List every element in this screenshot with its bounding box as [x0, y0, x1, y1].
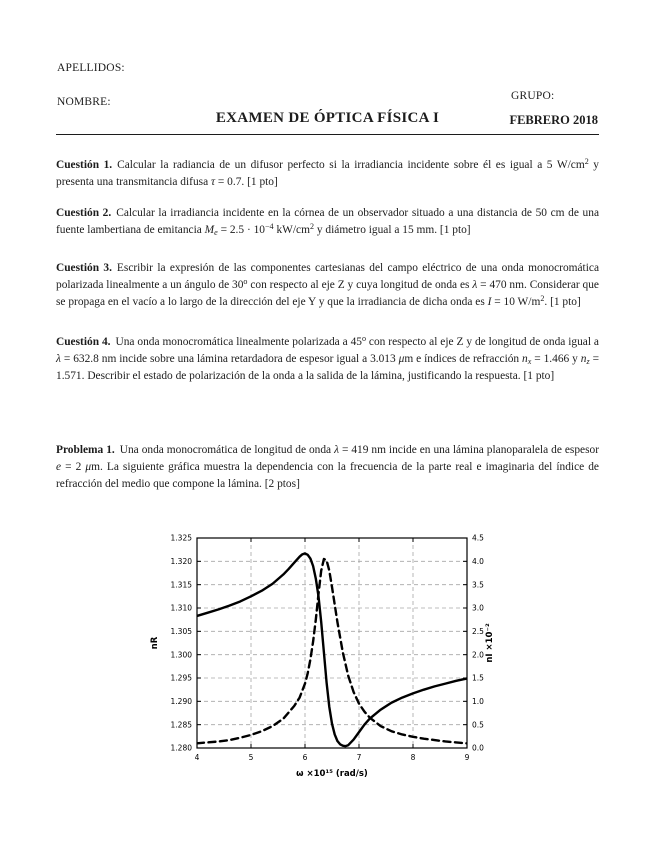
exam-title: EXAMEN DE ÓPTICA FÍSICA I	[215, 110, 440, 126]
question-3: Cuestión 3. Escribir la expresión de las …	[56, 260, 599, 311]
svg-text:1.300: 1.300	[171, 650, 193, 659]
question-4-text: Una onda monocromática linealmente polar…	[56, 334, 599, 382]
svg-text:4.0: 4.0	[472, 557, 484, 566]
tick-marks	[196, 537, 468, 749]
plot-border	[196, 537, 468, 749]
question-2-label: Cuestión 2.	[56, 207, 112, 219]
question-1: Cuestión 1. Calcular la radiancia de un d…	[56, 157, 599, 191]
tick-labels: 4 5 6 7 8 9 1.280 1.285 1.290 1.295 1.300 1.305 1.31…	[171, 534, 485, 762]
nombre-label: NOMBRE:	[57, 96, 111, 108]
svg-text:4: 4	[195, 753, 200, 762]
svg-text:1.295: 1.295	[171, 674, 193, 683]
svg-text:7: 7	[357, 753, 362, 762]
refractive-index-chart: 4 5 6 7 8 9 1.280 1.285 1.290 1.295 1.300 1.305 1.31…	[150, 534, 495, 779]
question-1-label: Cuestión 1.	[56, 159, 113, 171]
question-2-text: Calcular la irradiancia incidente en la …	[56, 207, 599, 238]
y-axis-label-right: nI ×10⁻²	[485, 623, 495, 663]
apellidos-label: APELLIDOS:	[57, 62, 125, 74]
svg-text:9: 9	[465, 753, 470, 762]
problem-1-label: Problema 1.	[56, 444, 115, 456]
nR-curve	[197, 552, 467, 748]
svg-text:3.5: 3.5	[472, 580, 484, 589]
svg-text:1.305: 1.305	[171, 627, 193, 636]
svg-text:2.0: 2.0	[472, 650, 484, 659]
svg-text:0.5: 0.5	[472, 720, 484, 729]
svg-text:1.320: 1.320	[171, 557, 193, 566]
chart-grid	[197, 538, 467, 748]
exam-date: FEBRERO 2018	[509, 113, 598, 127]
svg-text:1.5: 1.5	[472, 674, 484, 683]
svg-text:1.310: 1.310	[171, 604, 193, 613]
svg-text:1.290: 1.290	[171, 697, 193, 706]
question-4: Cuestión 4. Una onda monocromática lineal…	[56, 334, 599, 385]
nI-curve	[197, 557, 467, 745]
svg-text:1.280: 1.280	[171, 744, 193, 753]
svg-text:1.315: 1.315	[171, 580, 193, 589]
svg-text:1.285: 1.285	[171, 720, 193, 729]
question-2: Cuestión 2. Calcular la irradiancia incid…	[56, 205, 599, 239]
x-axis-label: ω ×10¹⁵ (rad/s)	[296, 769, 368, 779]
question-4-label: Cuestión 4.	[56, 336, 111, 348]
grupo-label: GRUPO:	[511, 90, 555, 102]
question-3-text: Escribir la expresión de las componentes…	[56, 262, 599, 308]
svg-text:1.325: 1.325	[171, 534, 193, 543]
svg-text:8: 8	[411, 753, 416, 762]
problem-1: Problema 1. Una onda monocromática de lon…	[56, 442, 599, 493]
svg-text:0.0: 0.0	[472, 744, 484, 753]
svg-text:4.5: 4.5	[472, 534, 484, 543]
y-axis-label-left: nR	[150, 636, 160, 649]
svg-text:6: 6	[303, 753, 308, 762]
question-3-label: Cuestión 3.	[56, 262, 112, 274]
header-rule	[56, 134, 599, 135]
problem-1-text: Una onda monocromática de longitud de on…	[56, 444, 599, 490]
question-1-text: Calcular la radiancia de un difusor perf…	[56, 157, 599, 188]
svg-text:2.5: 2.5	[472, 627, 484, 636]
svg-text:5: 5	[249, 753, 254, 762]
svg-text:1.0: 1.0	[472, 697, 484, 706]
svg-text:3.0: 3.0	[472, 604, 484, 613]
